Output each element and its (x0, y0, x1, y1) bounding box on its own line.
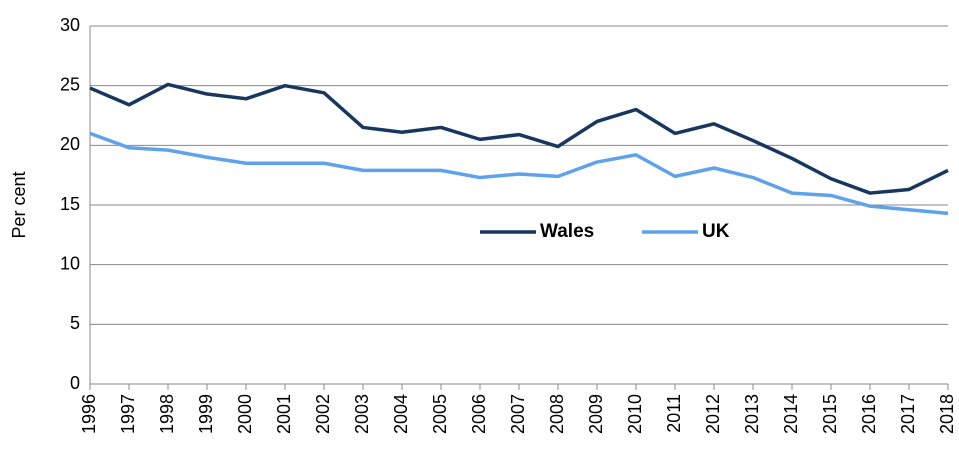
x-tick-label: 2002 (313, 394, 333, 434)
y-tick-label: 30 (60, 15, 80, 35)
x-tick-label: 1997 (118, 394, 138, 434)
legend-label: Wales (540, 221, 594, 242)
y-tick-label: 5 (70, 313, 80, 333)
x-tick-label: 2013 (742, 394, 762, 434)
y-tick-label: 10 (60, 253, 80, 273)
x-tick-label: 2017 (898, 394, 918, 434)
x-tick-label: 2016 (859, 394, 879, 434)
x-tick-label: 2005 (430, 394, 450, 434)
x-tick-label: 2004 (391, 394, 411, 434)
x-tick-label: 2015 (820, 394, 840, 434)
x-tick-label: 2003 (352, 394, 372, 434)
x-tick-label: 2007 (508, 394, 528, 434)
y-tick-label: 20 (60, 134, 80, 154)
x-tick-label: 2012 (703, 394, 723, 434)
legend-label: UK (702, 221, 730, 242)
x-tick-label: 1999 (196, 394, 216, 434)
y-tick-label: 0 (70, 373, 80, 393)
y-tick-label: 25 (60, 74, 80, 94)
x-tick-label: 2018 (937, 394, 957, 434)
x-tick-label: 2010 (625, 394, 645, 434)
x-tick-label: 2006 (469, 394, 489, 434)
y-tick-label: 15 (60, 194, 80, 214)
x-tick-label: 2009 (586, 394, 606, 434)
x-tick-label: 2014 (781, 394, 801, 434)
x-tick-label: 2011 (664, 394, 684, 433)
y-axis-label: Per cent (9, 171, 29, 238)
x-tick-label: 2000 (235, 394, 255, 434)
x-tick-label: 2001 (274, 394, 294, 434)
x-tick-label: 1998 (157, 394, 177, 434)
x-tick-label: 1996 (79, 394, 99, 434)
data-line (89, 131, 949, 216)
x-tick-label: 2008 (547, 394, 567, 434)
data-line (89, 82, 949, 195)
